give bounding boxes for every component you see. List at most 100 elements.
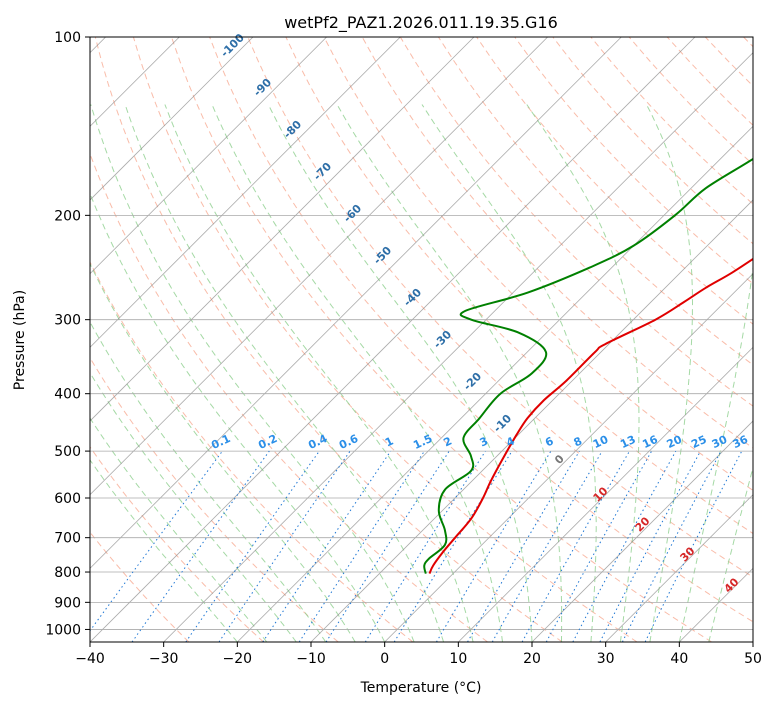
moist-adiabat-label: 0	[552, 452, 567, 467]
dry-adiabat-line	[285, 37, 753, 535]
dry-adiabat-line	[90, 446, 264, 642]
moist-adiabat-line	[90, 371, 297, 642]
mixing-ratio-line	[131, 450, 270, 642]
mixing-ratio-line	[325, 450, 450, 642]
moist-adiabat-line	[164, 104, 474, 642]
moist-adiabat-line	[90, 417, 268, 642]
moist-adiabat-line	[336, 104, 563, 642]
dewpoint-profile-line	[423, 157, 753, 574]
y-tick-label: 100	[54, 30, 81, 46]
mixing-ratio-label: 6	[543, 434, 556, 449]
dry-adiabat-line	[476, 37, 753, 325]
moist-adiabat-line	[90, 262, 356, 642]
y-tick-label: 400	[54, 387, 81, 403]
y-tick-label: 700	[54, 531, 81, 547]
isotherm-line	[163, 52, 753, 642]
mixing-ratio-label: 0.4	[306, 432, 329, 452]
y-tick-label: 900	[54, 595, 81, 611]
x-tick-label: −40	[75, 651, 105, 667]
mixing-ratio-label: 10	[591, 433, 611, 451]
mixing-ratio-label: 8	[572, 434, 584, 449]
dry-adiabat-label: -90	[251, 76, 274, 99]
x-tick-label: −20	[223, 651, 253, 667]
axis-layer: −40 −30 −20 −10 0 10 20 30 40 5010020030040050060…	[45, 30, 762, 667]
dry-adiabat-line	[704, 37, 753, 87]
isotherm-line	[458, 346, 753, 642]
mixing-ratio-line	[364, 450, 486, 642]
mixing-ratio-line	[572, 450, 677, 642]
isotherm-line	[531, 420, 753, 642]
mixing-ratio-line	[90, 450, 223, 632]
dry-adiabat-line	[90, 260, 414, 642]
isotherm-line	[90, 37, 401, 348]
dry-adiabat-line	[94, 37, 563, 642]
isotherm-line	[90, 37, 327, 275]
moist-adiabat-label: 20	[633, 514, 653, 534]
y-tick-label: 800	[54, 565, 81, 581]
chart-title: wetPf2_PAZ1.2026.011.19.35.G16	[284, 13, 558, 33]
y-tick-label: 600	[54, 491, 81, 507]
mixing-ratio-line	[521, 450, 630, 642]
moist-adiabat-label: 30	[678, 544, 698, 564]
dry-adiabat-line	[437, 37, 753, 366]
dry-adiabat-label: -10	[491, 412, 514, 435]
moist-adiabat-line	[526, 104, 640, 642]
isotherm-line	[310, 199, 753, 642]
mixing-ratio-label: 2	[442, 434, 454, 449]
isotherm-line	[752, 641, 753, 642]
dry-adiabat-label: -50	[371, 244, 394, 267]
mixing-ratio-line	[644, 450, 743, 642]
x-tick-label: 40	[670, 651, 688, 667]
temperature-profile-line	[428, 257, 753, 575]
dry-adiabat-label: -80	[281, 118, 304, 141]
x-tick-label: 10	[449, 651, 467, 667]
y-tick-label: 300	[54, 313, 81, 329]
y-tick-label: 500	[54, 444, 81, 460]
x-tick-label: −10	[296, 651, 326, 667]
moist-adiabat-line	[90, 321, 327, 642]
x-tick-label: −30	[149, 651, 179, 667]
mixing-ratio-label: 1	[383, 434, 395, 449]
dry-adiabat-label: -30	[431, 328, 454, 351]
moist-adiabat-label: 10	[591, 484, 611, 504]
mixing-ratio-line	[435, 450, 552, 642]
x-tick-label: 0	[380, 651, 389, 667]
dry-adiabat-label: -60	[341, 202, 364, 225]
mixing-ratio-line	[545, 450, 653, 642]
dry-adiabat-label: -100	[218, 31, 247, 60]
dry-adiabat-line	[90, 152, 488, 642]
isotherm-line	[90, 37, 548, 496]
series-layer	[423, 157, 753, 575]
mixing-ratio-label: 3	[478, 434, 490, 449]
isotherm-line	[384, 273, 753, 642]
dry-adiabat-label: -20	[461, 370, 484, 393]
mixing-ratio-label: 30	[710, 433, 730, 451]
mixing-ratio-label: 16	[640, 433, 660, 451]
isotherm-line	[90, 37, 622, 569]
moist-adiabat-line	[90, 192, 386, 642]
isotherm-line	[237, 125, 753, 642]
moist-adiabat-line	[90, 104, 415, 642]
moist-adiabat-line	[90, 459, 238, 642]
dry-adiabat-line	[514, 37, 753, 285]
dry-adiabat-line	[132, 37, 638, 642]
x-tick-label: 50	[744, 651, 762, 667]
mixing-ratio-label: 25	[689, 433, 708, 451]
moist-adiabat-line	[646, 104, 693, 642]
mixing-ratio-line	[218, 450, 351, 642]
mixing-ratio-line	[262, 450, 392, 642]
dry-adiabat-line	[209, 37, 753, 623]
x-axis-label: Temperature (°C)	[360, 680, 482, 696]
mixing-ratio-label: 13	[618, 433, 637, 451]
mixing-ratio-line	[393, 450, 513, 642]
isotherm-line	[90, 37, 475, 422]
isotherm-line	[605, 494, 753, 642]
x-tick-label: 30	[597, 651, 615, 667]
moist-adiabat-line	[124, 104, 445, 642]
mixing-ratio-label: 20	[665, 433, 685, 451]
isotherm-line	[90, 37, 254, 201]
dry-adiabat-line	[552, 37, 753, 245]
x-tick-label: 20	[523, 651, 541, 667]
y-tick-label: 1000	[45, 622, 81, 638]
dry-adiabat-line	[247, 37, 753, 578]
